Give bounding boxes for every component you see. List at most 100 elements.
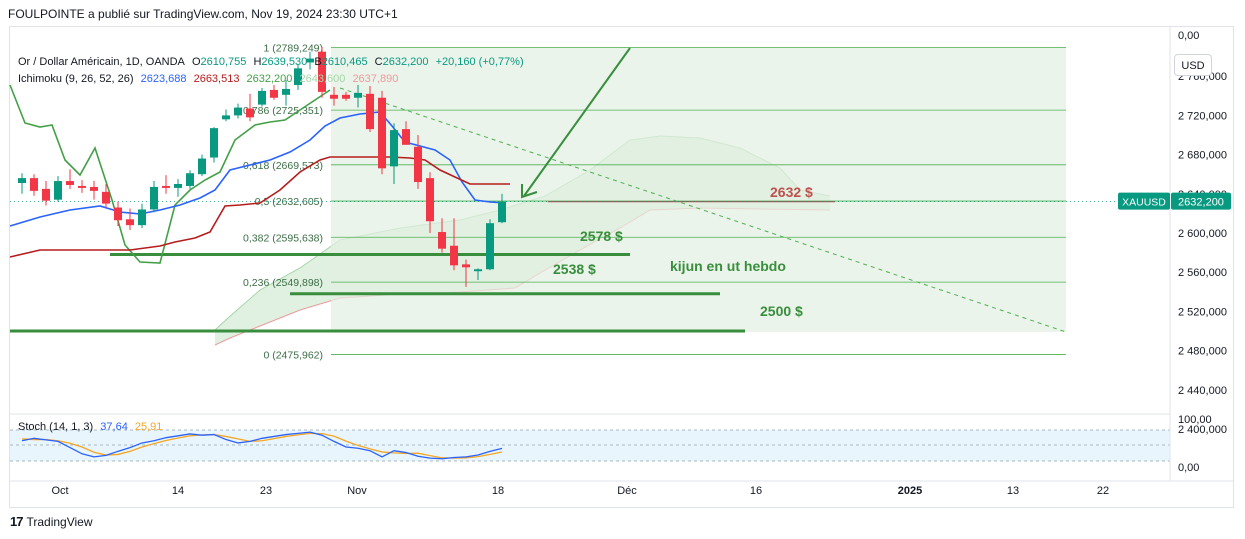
stoch-d-line xyxy=(21,432,503,459)
candle-body[interactable] xyxy=(42,188,50,201)
price-axis-tick: 2 440,000 xyxy=(1178,385,1227,397)
price-axis-tick: 2 600,000 xyxy=(1178,228,1227,240)
legend-span-b-value: 2637,890 xyxy=(352,73,399,85)
time-axis-tick: 22 xyxy=(1097,485,1109,497)
legend-chikou-value: 2632,200 xyxy=(246,73,293,85)
candle-body[interactable] xyxy=(402,129,410,145)
candle-body[interactable] xyxy=(378,97,386,169)
candle-body[interactable] xyxy=(114,207,122,221)
legend-high: H2639,530 xyxy=(253,56,308,68)
candle-body[interactable] xyxy=(258,90,266,105)
projection-arrow[interactable] xyxy=(523,47,631,197)
legend-symbol: Or / Dollar Américain, 1D, OANDA xyxy=(18,56,185,68)
fib-level-label: 0,786 (2725,351) xyxy=(243,105,323,117)
candle-body[interactable] xyxy=(318,51,326,92)
candle-body[interactable] xyxy=(306,58,314,63)
price-axis-tick: 2 480,000 xyxy=(1178,346,1227,358)
fib-level-label: 0,382 (2595,638) xyxy=(243,232,323,244)
candle-body[interactable] xyxy=(438,232,446,249)
currency-button[interactable]: USD xyxy=(1174,54,1212,76)
candle-body[interactable] xyxy=(66,181,74,185)
fib-level-label: 0,236 (2549,898) xyxy=(243,277,323,289)
price-axis-top-label: 0,00 xyxy=(1178,30,1199,42)
price-axis-tick: 2 560,000 xyxy=(1178,267,1227,279)
annotation-label: kijun en ut hebdo xyxy=(670,258,786,274)
candle-body[interactable] xyxy=(150,186,158,210)
candle-body[interactable] xyxy=(330,94,338,99)
stoch-k-line xyxy=(21,431,503,460)
candle-body[interactable] xyxy=(186,173,194,186)
stoch-axis-tick: 100,00 xyxy=(1178,414,1212,426)
candle-body[interactable] xyxy=(390,130,398,167)
legend-stoch-d: 25,91 xyxy=(134,421,163,433)
annotation-label: 2632 $ xyxy=(770,184,813,200)
chart-frame xyxy=(9,26,1234,508)
time-axis-tick: 14 xyxy=(172,485,184,497)
candle-body[interactable] xyxy=(450,245,458,266)
publisher-line: FOULPOINTE a publié sur TradingView.com,… xyxy=(8,7,398,21)
price-badge-symbol: XAUUSD xyxy=(1122,197,1166,209)
candle-body[interactable] xyxy=(126,219,134,226)
time-axis-tick: Déc xyxy=(617,485,637,497)
legend-kijun-value: 2663,513 xyxy=(193,73,240,85)
price-badge-value-bg xyxy=(1171,192,1231,210)
legend-stoch-k: 37,64 xyxy=(100,421,128,433)
price-badge-symbol-bg xyxy=(1118,192,1170,210)
candle-body[interactable] xyxy=(354,92,362,98)
tradingview-brand[interactable]: 17 TradingView xyxy=(10,514,93,529)
candle-body[interactable] xyxy=(138,209,146,226)
legend-span-a-value: 2643,600 xyxy=(299,73,346,85)
candle-body[interactable] xyxy=(270,89,278,98)
kijun-sen-line xyxy=(9,156,510,258)
candle-body[interactable] xyxy=(282,88,290,95)
projection-arrow-head-icon xyxy=(521,184,538,199)
chikou-span-line xyxy=(9,84,331,264)
time-axis-tick: 16 xyxy=(750,485,762,497)
legend-change: +20,160 (+0,77%) xyxy=(435,56,524,68)
annotation-label: 2500 $ xyxy=(760,303,803,319)
legend-ichimoku-row: Ichimoku (9, 26, 52, 26) 2623,688 2663,5… xyxy=(18,73,402,85)
candle-body[interactable] xyxy=(342,94,350,99)
candle-body[interactable] xyxy=(294,68,302,86)
fib-level-label: 0 (2475,962) xyxy=(263,350,323,362)
candle-body[interactable] xyxy=(162,185,170,188)
legend-symbol-row: Or / Dollar Américain, 1D, OANDA O2610,7… xyxy=(18,56,528,68)
legend-low: B2610,465 xyxy=(314,56,368,68)
candle-body[interactable] xyxy=(174,184,182,188)
time-axis-tick: Nov xyxy=(347,485,367,497)
annotation-label: 2538 $ xyxy=(553,261,596,277)
candle-body[interactable] xyxy=(414,146,422,183)
candle-body[interactable] xyxy=(366,93,374,130)
candle-body[interactable] xyxy=(246,108,254,118)
time-axis-tick: 2025 xyxy=(898,485,922,497)
candle-body[interactable] xyxy=(30,178,38,191)
candle-body[interactable] xyxy=(210,128,218,158)
candle-body[interactable] xyxy=(198,158,206,175)
candle-body[interactable] xyxy=(222,115,230,120)
candle-body[interactable] xyxy=(486,223,494,270)
time-axis-tick: 13 xyxy=(1007,485,1019,497)
price-axis-tick: 2 400,000 xyxy=(1178,424,1227,436)
fib-level-label: 0,618 (2669,573) xyxy=(243,160,323,172)
legend-stoch-row: Stoch (14, 1, 3) 37,64 25,91 xyxy=(18,421,166,433)
stoch-axis-tick: 0,00 xyxy=(1178,462,1199,474)
legend-tenkan-value: 2623,688 xyxy=(140,73,187,85)
candle-body[interactable] xyxy=(18,178,26,184)
candle-body[interactable] xyxy=(78,185,86,188)
candle-body[interactable] xyxy=(498,201,506,223)
candle-body[interactable] xyxy=(462,264,470,268)
candle-body[interactable] xyxy=(102,191,110,204)
candle-body[interactable] xyxy=(54,181,62,200)
legend-stoch-name: Stoch (14, 1, 3) xyxy=(18,421,94,433)
legend-open: O2610,755 xyxy=(191,56,247,68)
price-axis-tick: 2 720,000 xyxy=(1178,110,1227,122)
candle-body[interactable] xyxy=(90,186,98,191)
fib-level-label: 0,5 (2632,605) xyxy=(255,196,323,208)
price-badge-value: 2632,200 xyxy=(1178,197,1224,209)
candle-body[interactable] xyxy=(426,178,434,222)
legend-ichimoku-name: Ichimoku (9, 26, 52, 26) xyxy=(18,73,134,85)
candle-body[interactable] xyxy=(234,107,242,116)
price-axis-tick: 2 520,000 xyxy=(1178,306,1227,318)
candle-body[interactable] xyxy=(474,269,482,272)
